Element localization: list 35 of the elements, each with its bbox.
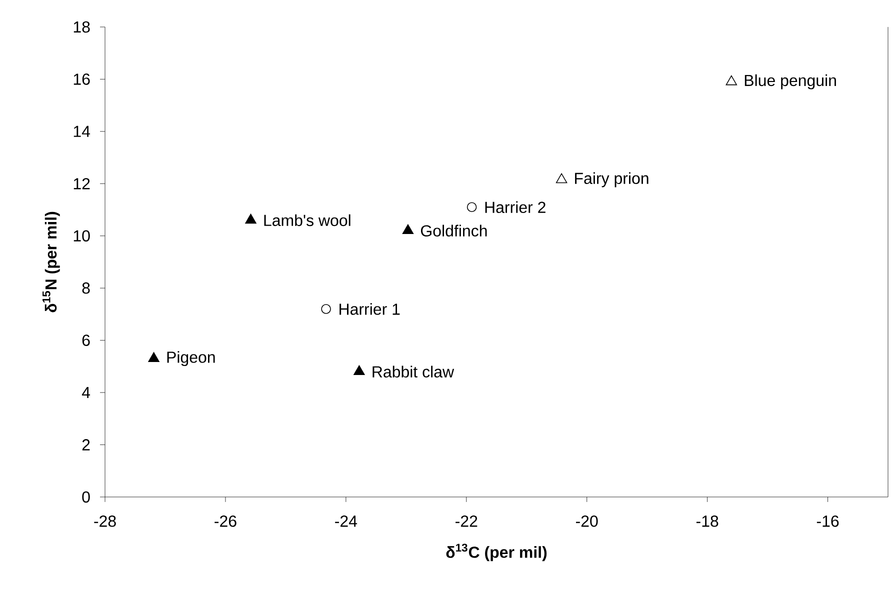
y-tick-label: 0 (82, 491, 90, 503)
x-tick-label: -26 (214, 516, 236, 527)
x-tick-label: -24 (335, 516, 358, 527)
y-tick-label: 18 (74, 21, 90, 33)
point (354, 365, 365, 376)
annotation: Pigeon (167, 351, 215, 366)
annotation: Lamb's wool (264, 214, 350, 226)
point (245, 214, 256, 224)
x-tick-label: -16 (816, 516, 839, 527)
annotation: Rabbit claw (372, 366, 454, 378)
point (402, 224, 414, 234)
x-tick-label: -18 (696, 516, 718, 527)
y-axis-title: δ$^{15}$N (per mil) (42, 212, 60, 312)
y-tick-label: 12 (74, 178, 90, 190)
y-tick-label: 4 (82, 387, 90, 398)
annotation: Goldfinch (420, 224, 487, 237)
annotation: Fairy prion (575, 172, 648, 188)
x-axis-title: δ$^{13}$C (per mil) (446, 544, 547, 562)
y-tick-label: 10 (74, 230, 90, 242)
y-tick-label: 6 (82, 334, 90, 346)
point (726, 75, 738, 86)
point (556, 173, 568, 184)
x-tick-label: -20 (576, 516, 598, 527)
y-tick-label: 2 (82, 439, 90, 450)
x-tick-label: -28 (94, 516, 116, 527)
annotation: Harrier 1 (340, 303, 400, 315)
annotation: Harrier 2 (485, 201, 546, 214)
y-tick-label: 8 (82, 282, 90, 294)
y-tick-label: 14 (74, 126, 90, 137)
annotation: Blue penguin (744, 74, 836, 90)
point (321, 304, 331, 314)
x-tick-label: -22 (456, 516, 478, 527)
point (466, 202, 477, 212)
y-tick-label: 16 (74, 74, 90, 85)
point (148, 352, 160, 362)
